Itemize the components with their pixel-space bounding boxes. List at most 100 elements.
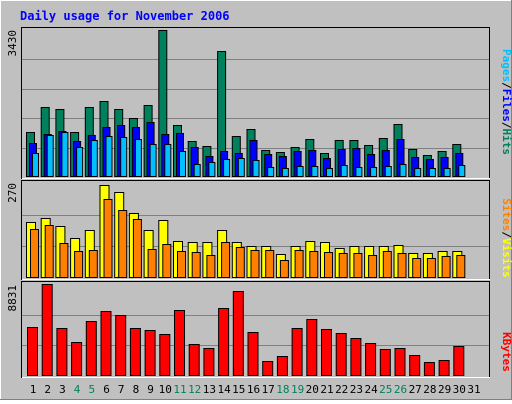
bar-pages	[296, 166, 304, 177]
bar-pages	[384, 166, 392, 177]
bar-sites	[338, 253, 348, 278]
legend-separator: /	[500, 122, 512, 129]
bar-sites	[30, 229, 39, 278]
bar-pages	[414, 168, 422, 177]
bar-kbytes	[100, 311, 112, 376]
bar-sites	[191, 252, 201, 278]
bar-kbytes	[159, 334, 171, 376]
bar-sites	[118, 210, 128, 278]
day-label: 13	[203, 383, 216, 396]
bar-pages	[179, 151, 186, 177]
day-label: 19	[291, 383, 304, 396]
bar-pages	[208, 162, 216, 177]
bar-sites	[177, 251, 186, 278]
hits-panel-legend: Pages/Files/Hits	[500, 49, 512, 155]
bar-kbytes	[27, 327, 38, 376]
bar-kbytes	[453, 346, 465, 376]
bar-pages	[428, 168, 436, 177]
visits-panel-legend: Sites/Visits	[500, 198, 512, 278]
bar-sites	[265, 250, 275, 278]
bar-pages	[326, 168, 333, 177]
bar-pages	[237, 158, 245, 177]
bar-pages	[46, 135, 54, 177]
bar-sites	[382, 251, 392, 278]
bar-kbytes	[71, 342, 83, 376]
bar-kbytes	[350, 338, 362, 376]
legend-visits: Visits	[500, 238, 512, 278]
bar-sites	[74, 251, 84, 278]
bar-pages	[370, 167, 378, 177]
bar-kbytes	[409, 355, 421, 376]
bar-kbytes	[56, 328, 68, 376]
bar-kbytes	[276, 356, 288, 376]
bar-sites	[397, 253, 407, 278]
day-label: 10	[159, 383, 172, 396]
bar-sites	[368, 255, 378, 278]
bar-sites	[309, 251, 319, 278]
day-label: 7	[118, 383, 125, 396]
bar-sites	[162, 244, 172, 278]
bar-sites	[324, 252, 333, 278]
day-labels: 1 2 3 4 5 6 7 8 9 10 11 12 13 14 15 16 17 18 19 20 21 22 23 24 2…	[30, 383, 481, 396]
bar-kbytes	[291, 328, 303, 376]
bar-sites	[88, 250, 98, 278]
day-label: 1	[30, 383, 37, 396]
legend-hits: Hits	[500, 129, 512, 156]
bar-pages	[149, 144, 157, 177]
bar-sites	[250, 250, 260, 278]
bar-kbytes	[115, 315, 127, 376]
kbytes-panel-max-label: 8831	[6, 285, 19, 312]
bar-pages	[90, 140, 98, 177]
bar-pages	[252, 160, 260, 177]
day-label: 12	[188, 383, 201, 396]
visits-panel-max-label: 270	[6, 183, 19, 203]
day-label: 27	[409, 383, 422, 396]
bar-sites	[294, 250, 304, 278]
bar-kbytes	[188, 344, 200, 376]
bar-pages	[61, 132, 69, 177]
bar-pages	[267, 167, 275, 177]
day-label: 21	[320, 383, 333, 396]
bar-kbytes	[129, 328, 141, 376]
day-label: 23	[350, 383, 363, 396]
bar-kbytes	[365, 343, 377, 376]
day-label: 5	[88, 383, 95, 396]
day-label: 3	[59, 383, 66, 396]
bar-kbytes	[203, 348, 215, 376]
bar-pages	[120, 137, 128, 177]
bar-sites	[132, 219, 142, 278]
day-label: 4	[74, 383, 81, 396]
bar-sites	[412, 258, 422, 278]
bar-sites	[456, 255, 466, 278]
bar-pages	[223, 159, 231, 177]
bar-pages	[164, 144, 172, 177]
day-label: 24	[364, 383, 378, 396]
day-label: 9	[147, 383, 154, 396]
legend-files: Files	[500, 89, 512, 122]
bar-kbytes	[247, 332, 259, 376]
bar-pages	[281, 168, 289, 177]
legend-separator: /	[500, 82, 512, 89]
bar-kbytes	[394, 348, 406, 376]
bar-pages	[134, 139, 142, 177]
bar-pages	[76, 147, 84, 177]
day-label: 20	[306, 383, 319, 396]
legend-pages: Pages	[500, 49, 512, 82]
day-label: 15	[232, 383, 245, 396]
bar-sites	[279, 260, 289, 278]
bar-sites	[206, 255, 216, 278]
bar-sites	[235, 247, 245, 278]
bar-kbytes	[85, 321, 97, 376]
bar-sites	[426, 258, 436, 278]
bar-sites	[221, 242, 231, 278]
day-label: 17	[262, 383, 275, 396]
bar-sites	[44, 225, 54, 278]
day-label: 22	[335, 383, 348, 396]
bar-kbytes	[379, 349, 391, 376]
bar-kbytes	[423, 362, 435, 376]
bar-pages	[105, 136, 113, 177]
day-label: 6	[103, 383, 110, 396]
day-label: 28	[423, 383, 436, 396]
bar-kbytes	[218, 308, 230, 376]
